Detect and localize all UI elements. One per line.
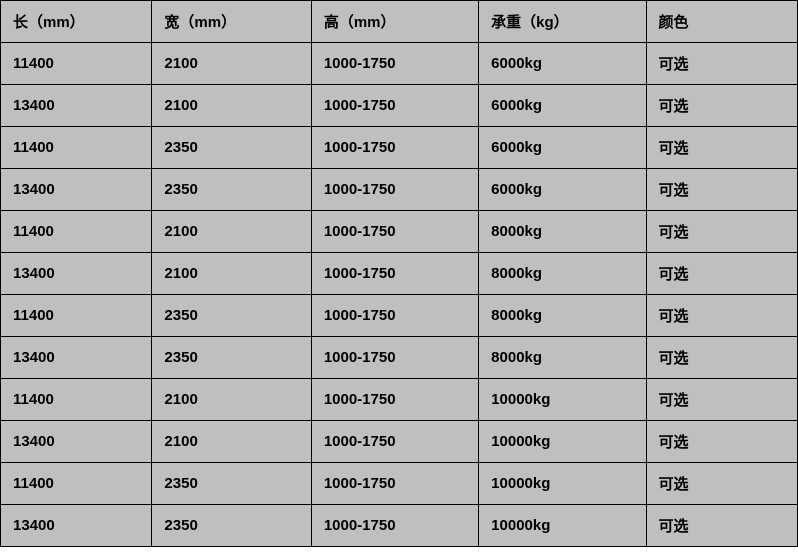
cell-length: 13400 [1,85,152,127]
table-row: 13400 2350 1000-1750 6000kg 可选 [1,169,798,211]
cell-height: 1000-1750 [311,211,478,253]
cell-length: 13400 [1,169,152,211]
cell-width: 2100 [152,211,311,253]
table-row: 11400 2350 1000-1750 6000kg 可选 [1,127,798,169]
table-row: 11400 2350 1000-1750 8000kg 可选 [1,295,798,337]
cell-weight: 8000kg [479,253,646,295]
header-color: 颜色 [646,1,797,43]
cell-weight: 8000kg [479,295,646,337]
cell-height: 1000-1750 [311,169,478,211]
cell-length: 13400 [1,421,152,463]
cell-length: 11400 [1,43,152,85]
cell-color: 可选 [646,463,797,505]
cell-length: 11400 [1,463,152,505]
cell-width: 2100 [152,421,311,463]
table-body: 11400 2100 1000-1750 6000kg 可选 13400 210… [1,43,798,547]
cell-height: 1000-1750 [311,337,478,379]
cell-weight: 10000kg [479,421,646,463]
cell-weight: 6000kg [479,169,646,211]
table-row: 13400 2350 1000-1750 8000kg 可选 [1,337,798,379]
cell-height: 1000-1750 [311,379,478,421]
header-height: 高（mm） [311,1,478,43]
cell-length: 13400 [1,337,152,379]
table-row: 11400 2100 1000-1750 6000kg 可选 [1,43,798,85]
cell-weight: 6000kg [479,85,646,127]
cell-height: 1000-1750 [311,43,478,85]
header-row: 长（mm） 宽（mm） 高（mm） 承重（kg） 颜色 [1,1,798,43]
cell-weight: 10000kg [479,463,646,505]
cell-height: 1000-1750 [311,463,478,505]
cell-color: 可选 [646,295,797,337]
spec-table-container: 长（mm） 宽（mm） 高（mm） 承重（kg） 颜色 11400 2100 1… [0,0,798,547]
cell-height: 1000-1750 [311,127,478,169]
header-weight: 承重（kg） [479,1,646,43]
cell-weight: 10000kg [479,505,646,547]
cell-height: 1000-1750 [311,505,478,547]
cell-weight: 8000kg [479,337,646,379]
spec-table: 长（mm） 宽（mm） 高（mm） 承重（kg） 颜色 11400 2100 1… [0,0,798,547]
cell-weight: 6000kg [479,43,646,85]
cell-color: 可选 [646,169,797,211]
cell-color: 可选 [646,43,797,85]
cell-color: 可选 [646,505,797,547]
table-row: 13400 2350 1000-1750 10000kg 可选 [1,505,798,547]
cell-width: 2100 [152,85,311,127]
cell-width: 2100 [152,253,311,295]
header-width: 宽（mm） [152,1,311,43]
cell-length: 11400 [1,295,152,337]
cell-color: 可选 [646,379,797,421]
cell-width: 2350 [152,337,311,379]
cell-width: 2100 [152,379,311,421]
cell-width: 2350 [152,505,311,547]
cell-color: 可选 [646,253,797,295]
cell-weight: 10000kg [479,379,646,421]
cell-color: 可选 [646,127,797,169]
table-row: 13400 2100 1000-1750 6000kg 可选 [1,85,798,127]
cell-length: 13400 [1,253,152,295]
cell-color: 可选 [646,421,797,463]
cell-width: 2350 [152,295,311,337]
header-length: 长（mm） [1,1,152,43]
cell-color: 可选 [646,337,797,379]
cell-width: 2350 [152,463,311,505]
table-row: 13400 2100 1000-1750 8000kg 可选 [1,253,798,295]
cell-width: 2350 [152,127,311,169]
cell-height: 1000-1750 [311,253,478,295]
cell-color: 可选 [646,211,797,253]
cell-weight: 8000kg [479,211,646,253]
table-header: 长（mm） 宽（mm） 高（mm） 承重（kg） 颜色 [1,1,798,43]
cell-width: 2100 [152,43,311,85]
cell-weight: 6000kg [479,127,646,169]
cell-height: 1000-1750 [311,295,478,337]
cell-length: 11400 [1,127,152,169]
cell-length: 11400 [1,379,152,421]
table-row: 11400 2100 1000-1750 8000kg 可选 [1,211,798,253]
cell-height: 1000-1750 [311,421,478,463]
table-row: 11400 2350 1000-1750 10000kg 可选 [1,463,798,505]
table-row: 13400 2100 1000-1750 10000kg 可选 [1,421,798,463]
cell-length: 13400 [1,505,152,547]
cell-color: 可选 [646,85,797,127]
cell-length: 11400 [1,211,152,253]
cell-height: 1000-1750 [311,85,478,127]
cell-width: 2350 [152,169,311,211]
table-row: 11400 2100 1000-1750 10000kg 可选 [1,379,798,421]
